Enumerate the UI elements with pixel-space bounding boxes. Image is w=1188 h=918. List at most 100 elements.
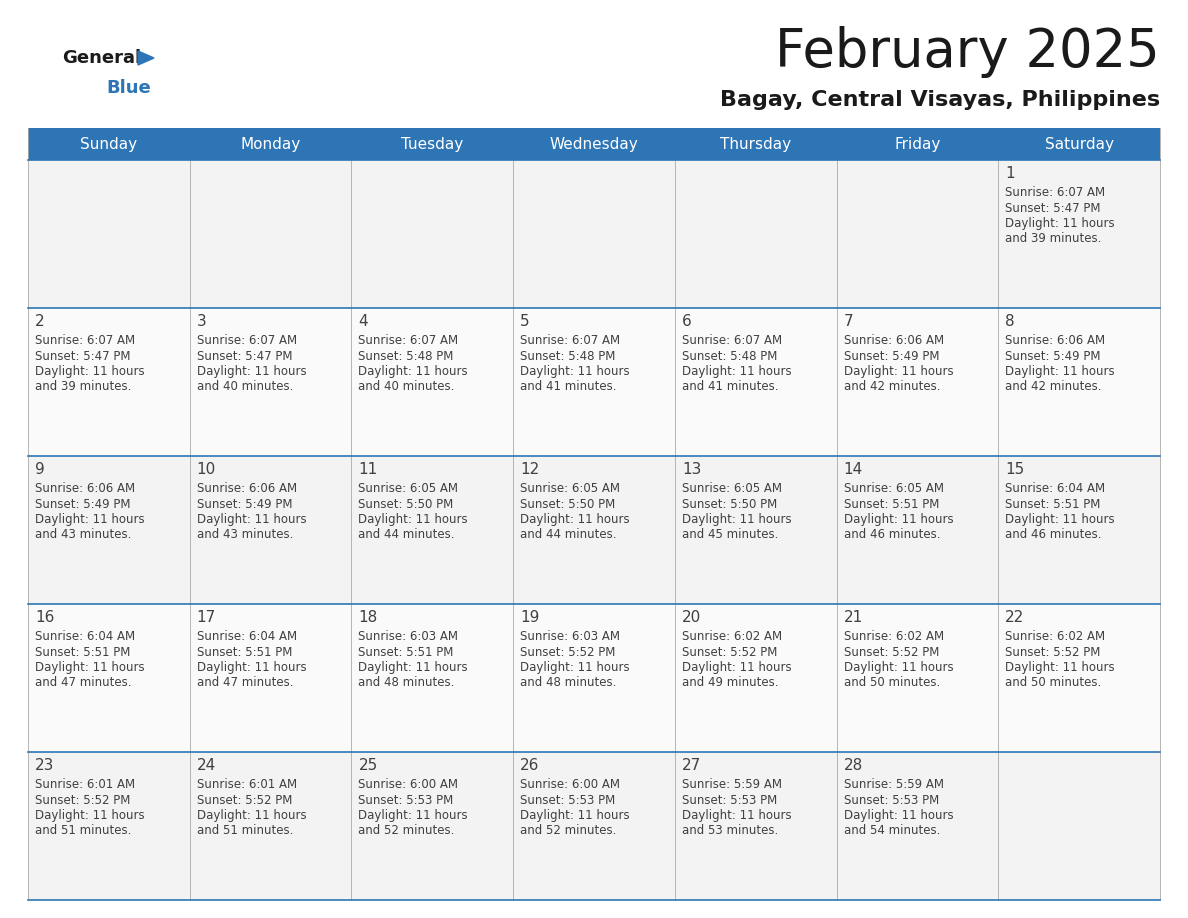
Text: and 47 minutes.: and 47 minutes. bbox=[34, 677, 132, 689]
Text: Daylight: 11 hours: Daylight: 11 hours bbox=[1005, 217, 1114, 230]
Text: Sunset: 5:48 PM: Sunset: 5:48 PM bbox=[520, 350, 615, 363]
Text: Sunset: 5:51 PM: Sunset: 5:51 PM bbox=[359, 645, 454, 658]
Text: 7: 7 bbox=[843, 314, 853, 329]
Text: Friday: Friday bbox=[895, 137, 941, 151]
Text: Daylight: 11 hours: Daylight: 11 hours bbox=[1005, 365, 1114, 378]
Text: Daylight: 11 hours: Daylight: 11 hours bbox=[843, 365, 953, 378]
Text: Sunset: 5:51 PM: Sunset: 5:51 PM bbox=[34, 645, 131, 658]
Text: Daylight: 11 hours: Daylight: 11 hours bbox=[843, 661, 953, 674]
Text: and 43 minutes.: and 43 minutes. bbox=[34, 529, 132, 542]
Text: Daylight: 11 hours: Daylight: 11 hours bbox=[1005, 513, 1114, 526]
Text: 17: 17 bbox=[197, 610, 216, 625]
Text: Daylight: 11 hours: Daylight: 11 hours bbox=[1005, 661, 1114, 674]
Text: and 52 minutes.: and 52 minutes. bbox=[359, 824, 455, 837]
Text: 2: 2 bbox=[34, 314, 45, 329]
Text: Sunrise: 6:01 AM: Sunrise: 6:01 AM bbox=[34, 778, 135, 791]
Text: Wednesday: Wednesday bbox=[550, 137, 638, 151]
Text: 6: 6 bbox=[682, 314, 691, 329]
Text: 25: 25 bbox=[359, 758, 378, 773]
Text: Daylight: 11 hours: Daylight: 11 hours bbox=[520, 661, 630, 674]
Text: Sunset: 5:51 PM: Sunset: 5:51 PM bbox=[1005, 498, 1100, 510]
Text: and 44 minutes.: and 44 minutes. bbox=[520, 529, 617, 542]
Text: Thursday: Thursday bbox=[720, 137, 791, 151]
Text: Sunrise: 6:05 AM: Sunrise: 6:05 AM bbox=[520, 482, 620, 495]
Text: Sunrise: 6:03 AM: Sunrise: 6:03 AM bbox=[359, 630, 459, 643]
Text: 3: 3 bbox=[197, 314, 207, 329]
Text: Sunrise: 5:59 AM: Sunrise: 5:59 AM bbox=[843, 778, 943, 791]
Text: Daylight: 11 hours: Daylight: 11 hours bbox=[359, 661, 468, 674]
Text: and 48 minutes.: and 48 minutes. bbox=[359, 677, 455, 689]
Text: Sunrise: 6:07 AM: Sunrise: 6:07 AM bbox=[197, 334, 297, 347]
Text: Blue: Blue bbox=[106, 79, 151, 97]
Text: Sunrise: 6:05 AM: Sunrise: 6:05 AM bbox=[359, 482, 459, 495]
Text: 13: 13 bbox=[682, 462, 701, 477]
Text: and 54 minutes.: and 54 minutes. bbox=[843, 824, 940, 837]
Text: Daylight: 11 hours: Daylight: 11 hours bbox=[197, 365, 307, 378]
Text: Sunset: 5:52 PM: Sunset: 5:52 PM bbox=[843, 645, 939, 658]
Text: and 41 minutes.: and 41 minutes. bbox=[520, 380, 617, 394]
Text: Sunrise: 6:07 AM: Sunrise: 6:07 AM bbox=[1005, 186, 1105, 199]
Text: Bagay, Central Visayas, Philippines: Bagay, Central Visayas, Philippines bbox=[720, 90, 1159, 110]
Bar bbox=[29, 160, 1159, 308]
Text: Daylight: 11 hours: Daylight: 11 hours bbox=[197, 513, 307, 526]
Text: Sunset: 5:47 PM: Sunset: 5:47 PM bbox=[34, 350, 131, 363]
Text: Tuesday: Tuesday bbox=[402, 137, 463, 151]
Text: and 46 minutes.: and 46 minutes. bbox=[843, 529, 940, 542]
Bar bbox=[29, 128, 1159, 160]
Text: and 48 minutes.: and 48 minutes. bbox=[520, 677, 617, 689]
Bar bbox=[29, 752, 1159, 900]
Text: Sunset: 5:53 PM: Sunset: 5:53 PM bbox=[843, 793, 939, 807]
Text: Sunrise: 6:02 AM: Sunrise: 6:02 AM bbox=[843, 630, 943, 643]
Text: Daylight: 11 hours: Daylight: 11 hours bbox=[34, 661, 145, 674]
Text: 5: 5 bbox=[520, 314, 530, 329]
Text: and 41 minutes.: and 41 minutes. bbox=[682, 380, 778, 394]
Text: Sunrise: 6:06 AM: Sunrise: 6:06 AM bbox=[843, 334, 943, 347]
Text: Sunrise: 6:00 AM: Sunrise: 6:00 AM bbox=[359, 778, 459, 791]
Text: Daylight: 11 hours: Daylight: 11 hours bbox=[34, 513, 145, 526]
Text: Daylight: 11 hours: Daylight: 11 hours bbox=[682, 365, 791, 378]
Text: 24: 24 bbox=[197, 758, 216, 773]
Text: Daylight: 11 hours: Daylight: 11 hours bbox=[682, 661, 791, 674]
Text: Sunrise: 6:00 AM: Sunrise: 6:00 AM bbox=[520, 778, 620, 791]
Text: Sunrise: 6:07 AM: Sunrise: 6:07 AM bbox=[520, 334, 620, 347]
Text: and 42 minutes.: and 42 minutes. bbox=[843, 380, 940, 394]
Text: and 45 minutes.: and 45 minutes. bbox=[682, 529, 778, 542]
Text: General: General bbox=[62, 49, 141, 67]
Text: 14: 14 bbox=[843, 462, 862, 477]
Text: Daylight: 11 hours: Daylight: 11 hours bbox=[359, 513, 468, 526]
Text: and 40 minutes.: and 40 minutes. bbox=[197, 380, 293, 394]
Text: Sunrise: 6:04 AM: Sunrise: 6:04 AM bbox=[1005, 482, 1105, 495]
Text: Sunset: 5:52 PM: Sunset: 5:52 PM bbox=[682, 645, 777, 658]
Text: and 47 minutes.: and 47 minutes. bbox=[197, 677, 293, 689]
Text: 1: 1 bbox=[1005, 166, 1015, 181]
Text: and 42 minutes.: and 42 minutes. bbox=[1005, 380, 1101, 394]
Text: Monday: Monday bbox=[240, 137, 301, 151]
Text: 8: 8 bbox=[1005, 314, 1015, 329]
Text: Sunset: 5:49 PM: Sunset: 5:49 PM bbox=[843, 350, 939, 363]
Text: 4: 4 bbox=[359, 314, 368, 329]
Text: 12: 12 bbox=[520, 462, 539, 477]
Text: 19: 19 bbox=[520, 610, 539, 625]
Text: 26: 26 bbox=[520, 758, 539, 773]
Text: Sunset: 5:52 PM: Sunset: 5:52 PM bbox=[520, 645, 615, 658]
Text: Daylight: 11 hours: Daylight: 11 hours bbox=[34, 809, 145, 822]
Text: Sunset: 5:53 PM: Sunset: 5:53 PM bbox=[682, 793, 777, 807]
Text: 15: 15 bbox=[1005, 462, 1024, 477]
Text: Sunset: 5:49 PM: Sunset: 5:49 PM bbox=[1005, 350, 1101, 363]
Bar bbox=[29, 456, 1159, 604]
Text: and 51 minutes.: and 51 minutes. bbox=[34, 824, 132, 837]
Text: and 50 minutes.: and 50 minutes. bbox=[1005, 677, 1101, 689]
Text: Sunset: 5:51 PM: Sunset: 5:51 PM bbox=[197, 645, 292, 658]
Text: Sunset: 5:50 PM: Sunset: 5:50 PM bbox=[359, 498, 454, 510]
Text: Daylight: 11 hours: Daylight: 11 hours bbox=[682, 809, 791, 822]
Text: Sunrise: 6:05 AM: Sunrise: 6:05 AM bbox=[682, 482, 782, 495]
Text: and 39 minutes.: and 39 minutes. bbox=[34, 380, 132, 394]
Text: February 2025: February 2025 bbox=[776, 26, 1159, 78]
Text: Daylight: 11 hours: Daylight: 11 hours bbox=[197, 809, 307, 822]
Text: Sunset: 5:47 PM: Sunset: 5:47 PM bbox=[1005, 201, 1101, 215]
Text: Daylight: 11 hours: Daylight: 11 hours bbox=[520, 513, 630, 526]
Text: Sunrise: 6:01 AM: Sunrise: 6:01 AM bbox=[197, 778, 297, 791]
Text: and 50 minutes.: and 50 minutes. bbox=[843, 677, 940, 689]
Text: Sunrise: 6:06 AM: Sunrise: 6:06 AM bbox=[1005, 334, 1105, 347]
Bar bbox=[29, 604, 1159, 752]
